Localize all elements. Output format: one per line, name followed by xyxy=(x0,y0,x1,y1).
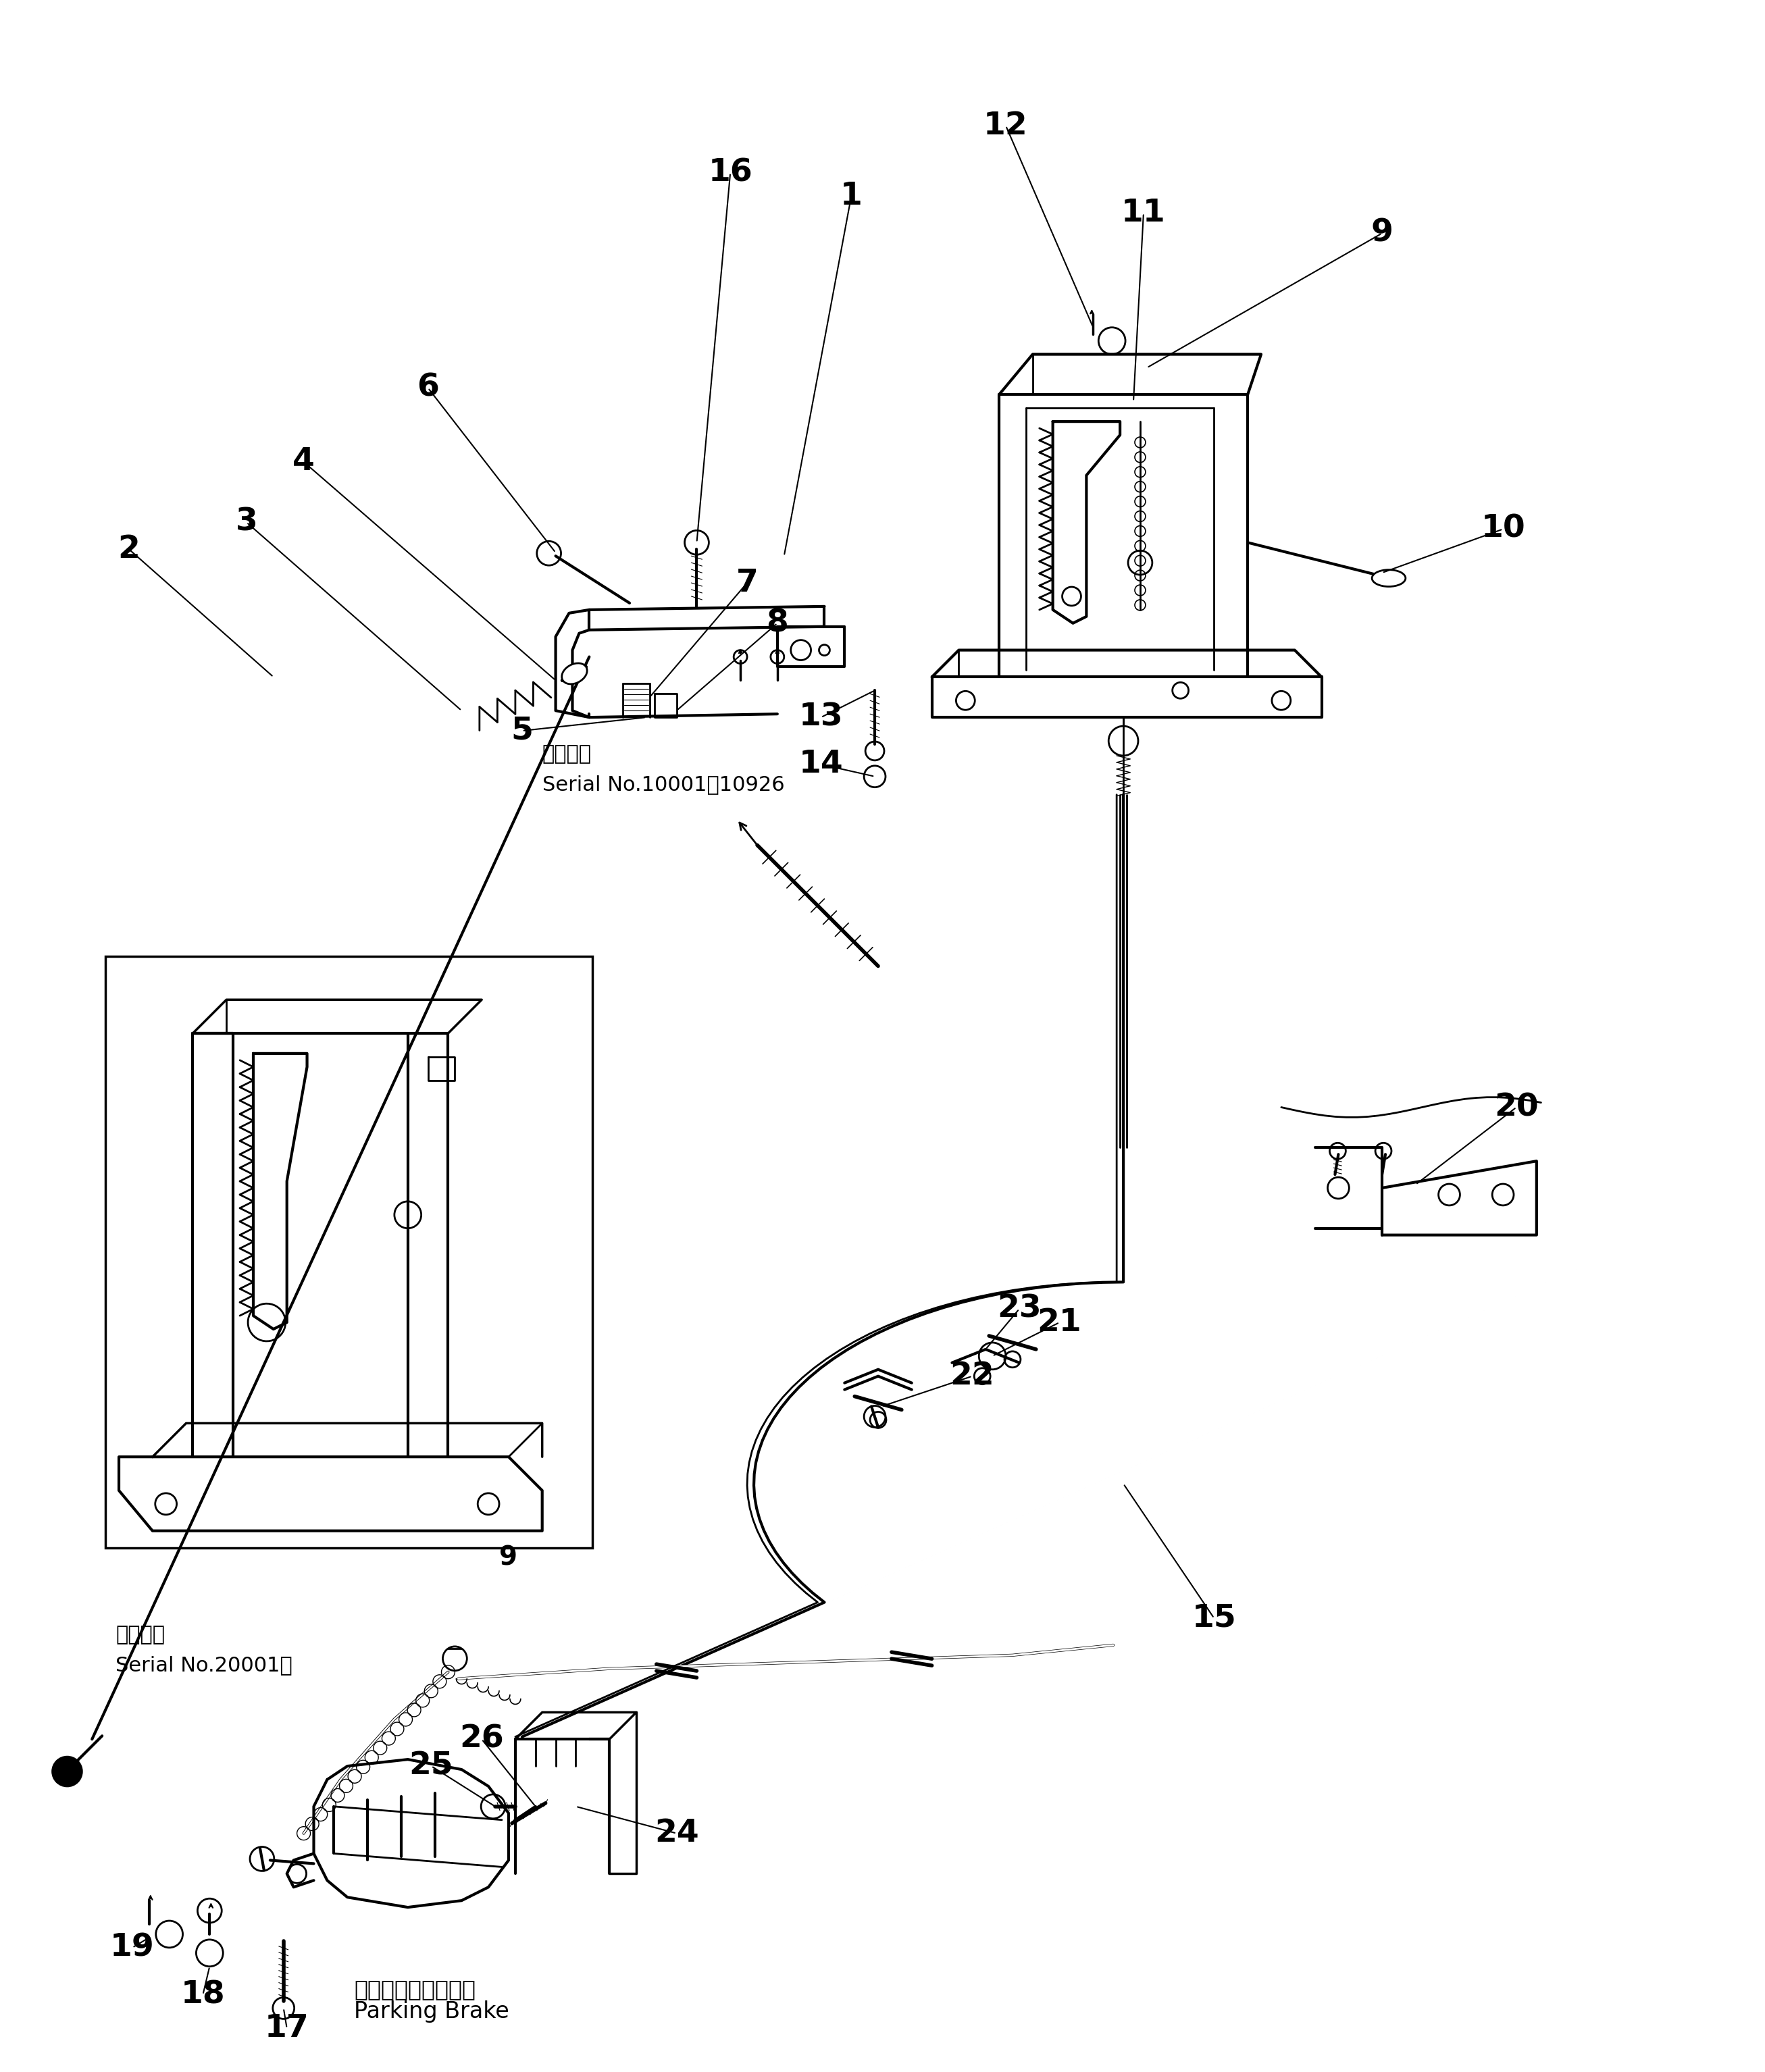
Text: 2: 2 xyxy=(118,535,139,564)
Circle shape xyxy=(53,1757,81,1786)
Text: 26: 26 xyxy=(459,1724,505,1755)
Text: Serial No.20001－: Serial No.20001－ xyxy=(115,1656,293,1674)
FancyBboxPatch shape xyxy=(106,955,593,1548)
Text: 適用号機: 適用号機 xyxy=(115,1624,164,1645)
Text: 24: 24 xyxy=(655,1817,699,1848)
Text: 15: 15 xyxy=(1191,1604,1236,1633)
Text: Serial No.10001－10926: Serial No.10001－10926 xyxy=(542,775,784,794)
Text: 6: 6 xyxy=(417,373,439,404)
Text: 4: 4 xyxy=(293,448,314,477)
Text: 25: 25 xyxy=(409,1751,454,1782)
Text: 11: 11 xyxy=(1121,199,1165,228)
Text: 8: 8 xyxy=(766,607,789,638)
Text: 17: 17 xyxy=(265,2014,309,2043)
Text: 1: 1 xyxy=(840,180,863,211)
Text: 7: 7 xyxy=(736,568,759,599)
Text: 適用号機: 適用号機 xyxy=(542,744,591,765)
Text: 14: 14 xyxy=(800,750,844,779)
Ellipse shape xyxy=(1371,570,1405,586)
Text: 9: 9 xyxy=(1371,218,1393,249)
Text: 9: 9 xyxy=(499,1546,517,1571)
Text: 18: 18 xyxy=(180,1979,226,2010)
Text: 23: 23 xyxy=(997,1293,1041,1324)
Text: 10: 10 xyxy=(1481,514,1525,545)
Ellipse shape xyxy=(561,663,588,684)
Text: 20: 20 xyxy=(1495,1092,1539,1123)
Text: 16: 16 xyxy=(708,157,752,189)
Text: 5: 5 xyxy=(510,715,533,746)
Text: 22: 22 xyxy=(950,1361,994,1392)
Text: 13: 13 xyxy=(800,702,844,733)
Text: 3: 3 xyxy=(235,508,258,537)
Text: パーキングブレーキ: パーキングブレーキ xyxy=(355,1979,475,1999)
Text: Parking Brake: Parking Brake xyxy=(355,1999,510,2022)
Text: 19: 19 xyxy=(109,1933,155,1962)
Text: 12: 12 xyxy=(983,110,1027,141)
Text: 21: 21 xyxy=(1038,1307,1082,1339)
